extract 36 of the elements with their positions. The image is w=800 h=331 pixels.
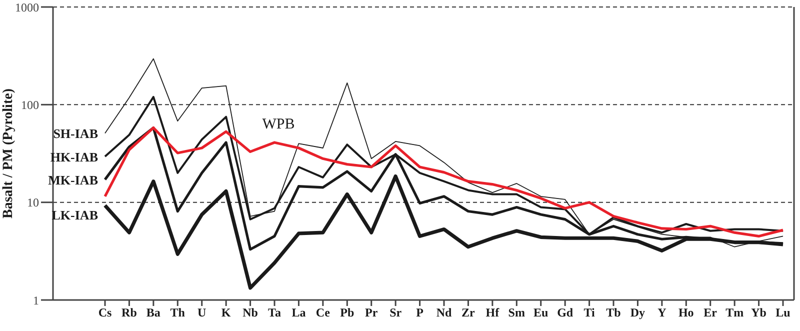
series-label: SH-IAB [53,126,98,142]
x-tick-label: Ta [268,306,281,320]
y-tick-label: 100 [21,98,39,112]
series-label: WPB [262,116,295,132]
x-tick-label: Pb [340,306,354,320]
x-tick-label: Ho [678,306,694,320]
x-tick-label: U [198,306,207,320]
x-tick-label: Zr [462,306,476,320]
x-tick-label: Dy [630,306,646,320]
y-tick-label: 1 [33,293,39,308]
x-tick-label: Th [170,306,186,320]
x-tick-label: La [292,306,306,320]
x-tick-label: Ti [584,306,596,320]
x-tick-label: Yb [751,306,767,320]
x-tick-label: Ba [146,306,160,320]
x-tick-label: Y [658,306,667,320]
y-tick-label: 10 [27,196,39,210]
x-tick-label: Sr [390,306,402,320]
x-tick-label: Lu [776,306,791,320]
y-axis-title: Basalt / PM (Pyrolite) [0,88,16,218]
x-tick-label: Ce [316,306,331,320]
x-tick-label: Rb [122,306,138,320]
x-tick-label: Eu [534,306,549,320]
y-tick-label: 1000 [15,0,39,14]
x-tick-label: Gd [557,306,574,320]
x-tick-label: Tb [606,306,622,320]
x-tick-label: K [221,306,232,320]
x-tick-label: Hf [486,306,500,320]
x-tick-label: Cs [98,306,112,320]
x-tick-label: Tm [726,306,744,320]
x-tick-label: Nb [242,306,258,320]
x-tick-label: P [416,306,424,320]
x-tick-label: Sm [508,306,525,320]
x-tick-label: Nd [436,306,452,320]
x-tick-label: Er [704,306,718,320]
x-tick-label: Pr [365,306,378,320]
